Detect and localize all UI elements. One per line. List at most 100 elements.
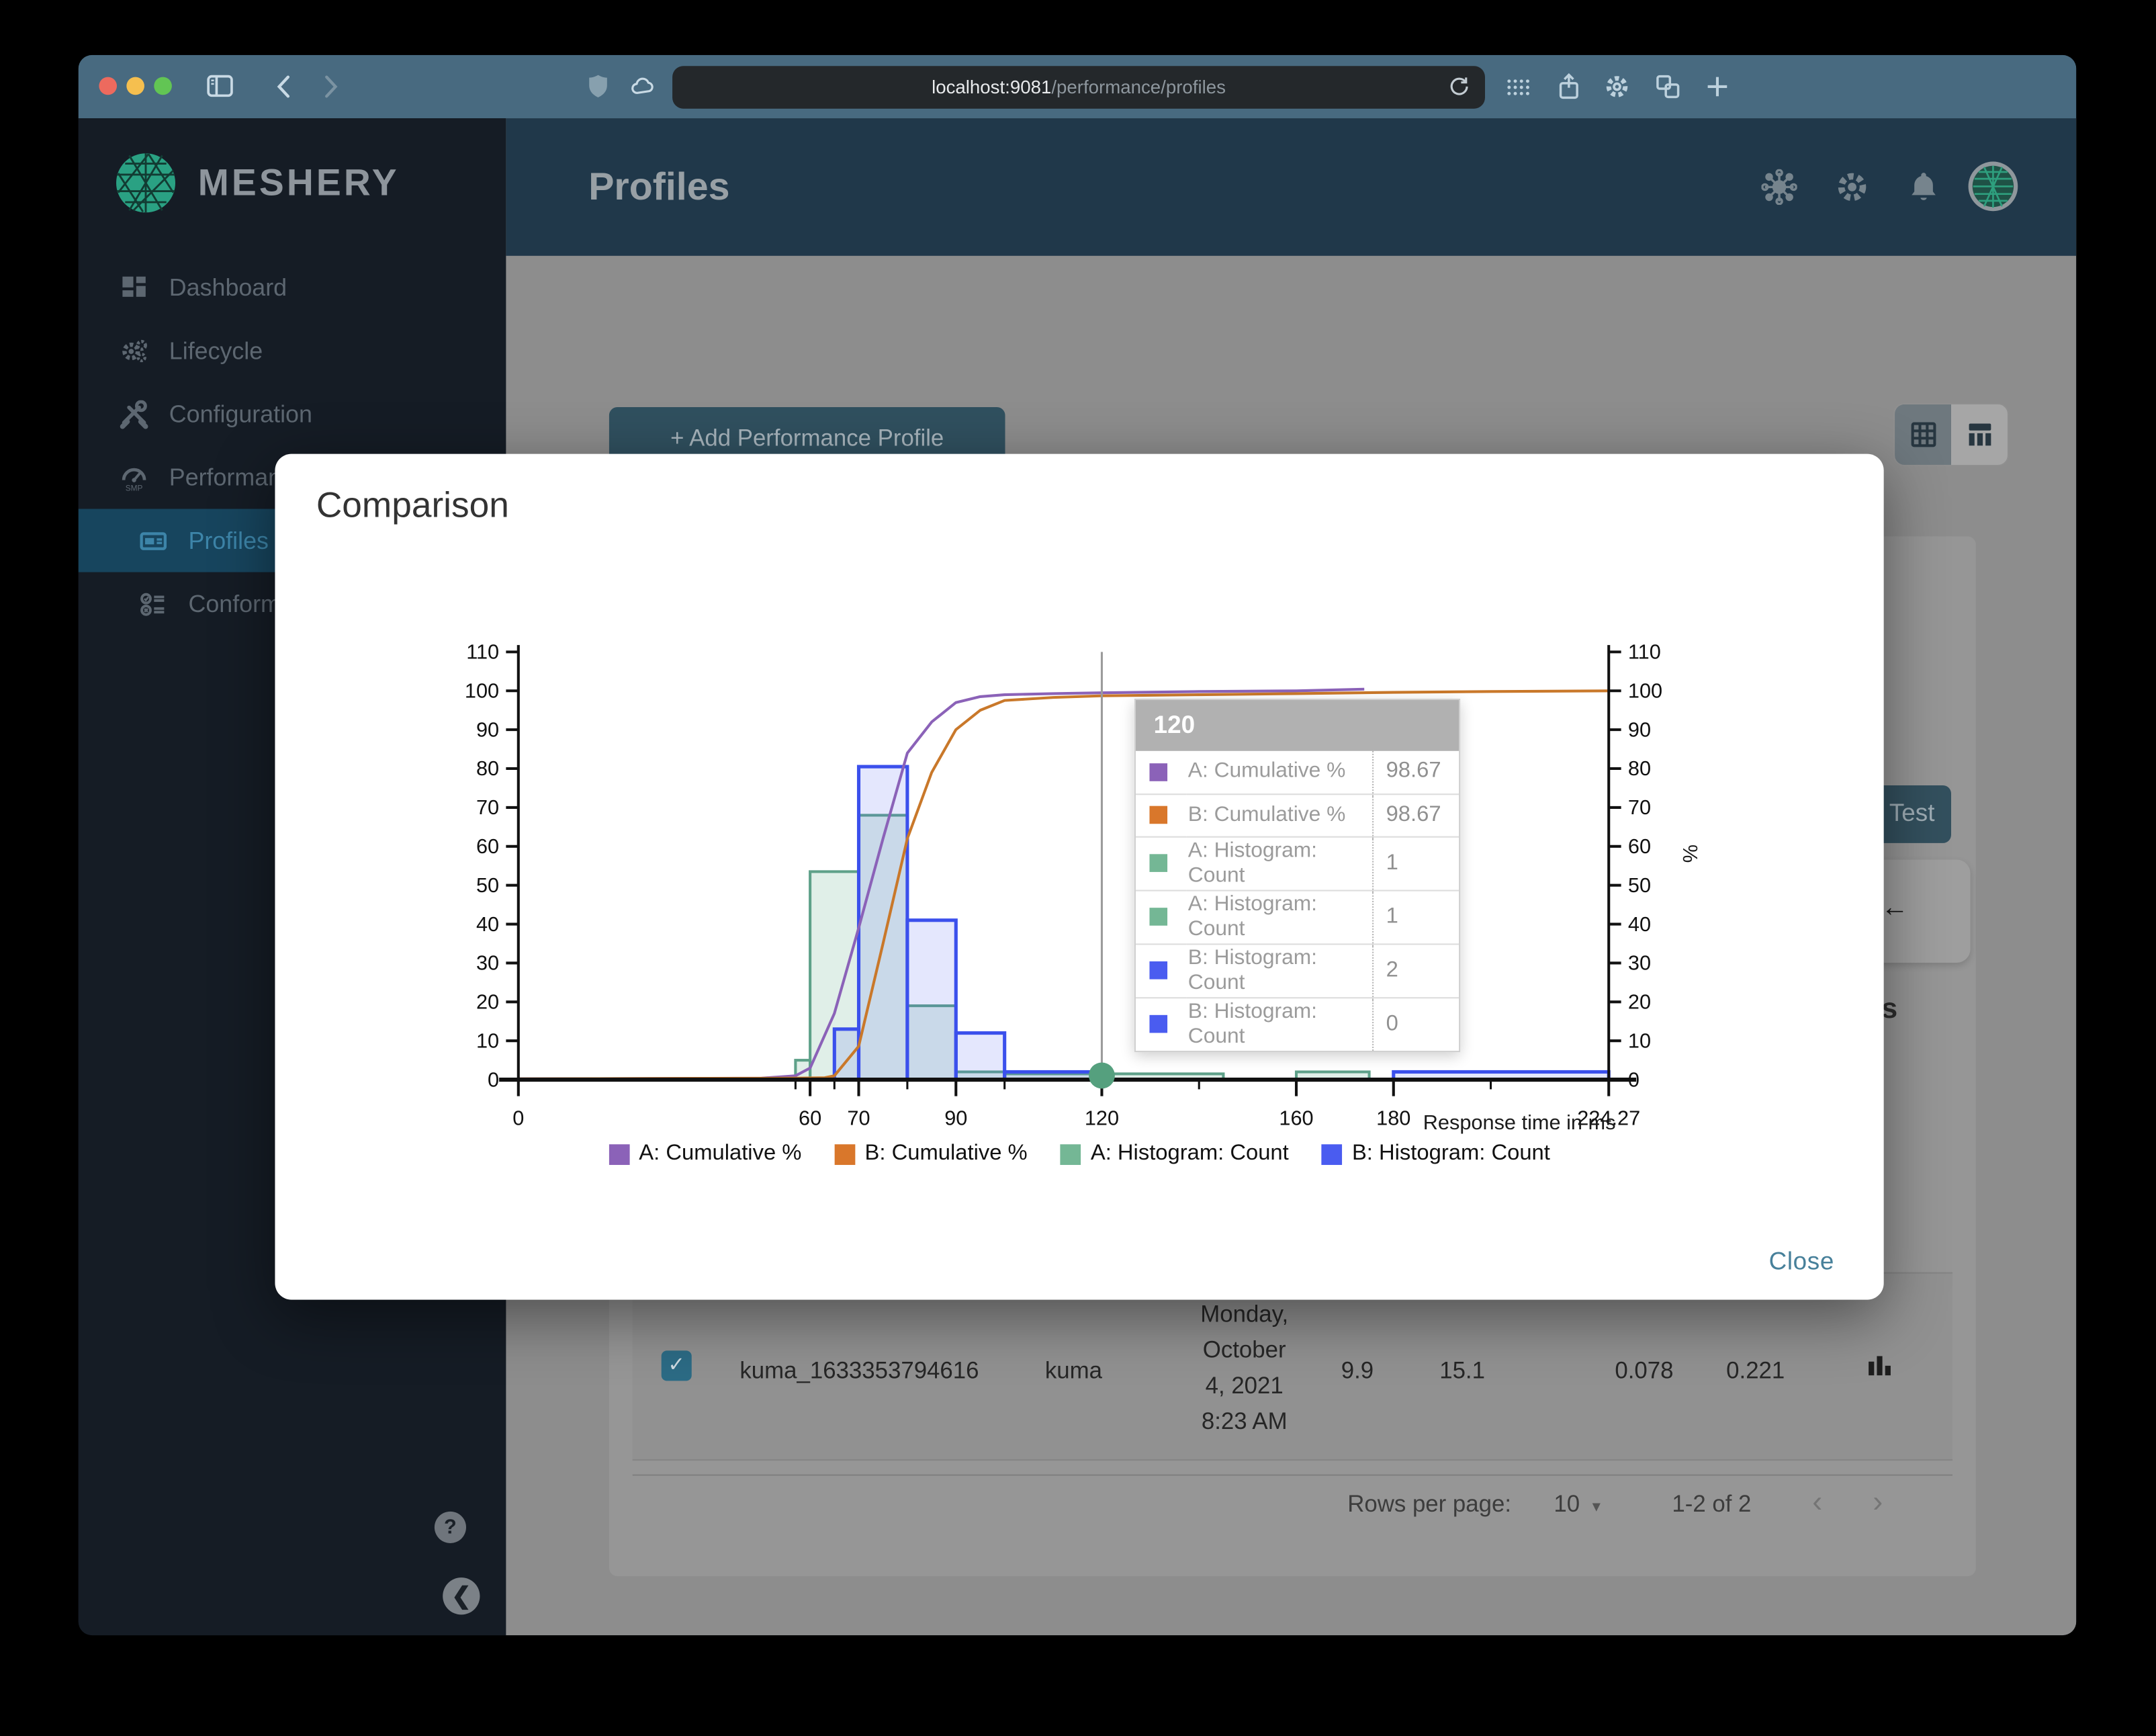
table-footer-divider: [632, 1474, 1953, 1476]
avatar[interactable]: [1968, 161, 2019, 212]
legend-swatch: [609, 1143, 629, 1164]
legend-label: B: Histogram: Count: [1351, 1141, 1550, 1165]
legend-label: A: Cumulative %: [639, 1141, 802, 1165]
svg-text:90: 90: [1628, 718, 1651, 741]
tooltip-row: B: Histogram: Count 2: [1135, 943, 1459, 998]
new-tab-icon[interactable]: [1703, 73, 1731, 101]
svg-text:10: 10: [1628, 1029, 1651, 1052]
cumulative-line: [518, 687, 1365, 1080]
svg-text:80: 80: [1628, 756, 1651, 780]
tooltip-row: B: Histogram: Count 0: [1135, 996, 1459, 1051]
table-view-icon: [1968, 423, 1991, 446]
share-icon[interactable]: [1555, 73, 1582, 101]
svg-text:0: 0: [488, 1068, 499, 1091]
legend-item[interactable]: A: Histogram: Count: [1060, 1141, 1289, 1166]
tooltip-header: 120: [1135, 700, 1459, 751]
legend-item[interactable]: B: Histogram: Count: [1321, 1141, 1550, 1166]
sidebar-item-dashboard[interactable]: Dashboard: [79, 256, 506, 319]
svg-text:90: 90: [476, 718, 499, 741]
series-swatch: [1149, 908, 1168, 926]
tooltip-row: A: Cumulative % 98.67: [1136, 750, 1459, 794]
url-host: localhost:9081: [932, 77, 1052, 98]
sidebar-toggle-icon[interactable]: [206, 73, 234, 101]
row-checkbox[interactable]: ✓: [661, 1350, 692, 1381]
qps-value: 9.9: [1341, 1357, 1374, 1384]
tooltip-series-label: B: Histogram: Count: [1186, 943, 1374, 998]
url-bar[interactable]: localhost:9081/performance/profiles: [672, 66, 1485, 109]
help-button[interactable]: ?: [434, 1511, 467, 1543]
cloud-icon[interactable]: [630, 73, 658, 101]
svg-text:60: 60: [1628, 834, 1651, 858]
profile-name: kuma_1633353794616: [739, 1357, 979, 1384]
view-toggle: [1893, 402, 2009, 467]
legend-item[interactable]: A: Cumulative %: [609, 1141, 801, 1166]
histogram-bar: [954, 1031, 1007, 1082]
legend-item[interactable]: B: Cumulative %: [834, 1141, 1028, 1166]
svg-text:70: 70: [1628, 795, 1651, 819]
p50-value: 0.078: [1615, 1357, 1674, 1384]
legend-swatch: [1321, 1143, 1343, 1164]
brand[interactable]: MESHERY: [114, 151, 400, 214]
close-button[interactable]: Close: [1760, 1246, 1842, 1278]
svg-text:30: 30: [476, 951, 499, 975]
tooltip-series-label: B: Cumulative %: [1186, 793, 1374, 836]
duration-value: 15.1: [1439, 1357, 1485, 1384]
tooltip-series-value: 2: [1372, 943, 1459, 998]
legend-label: B: Cumulative %: [864, 1141, 1028, 1165]
back-arrow-icon[interactable]: ←: [1881, 892, 1909, 923]
sidebar-item-configuration[interactable]: Configuration: [79, 382, 506, 445]
rows-per-page-select[interactable]: 10: [1554, 1491, 1580, 1518]
svg-text:0: 0: [1628, 1068, 1640, 1091]
chevron-down-icon: ▾: [1592, 1496, 1601, 1516]
tab-overview-icon[interactable]: [1504, 73, 1532, 101]
tooltip-series-label: A: Histogram: Count: [1186, 835, 1374, 890]
run-date: Monday, October 4, 2021 8:23 AM: [1200, 1301, 1289, 1435]
next-page-icon[interactable]: ›: [1873, 1483, 1883, 1519]
back-icon[interactable]: [271, 73, 298, 101]
previous-page-icon[interactable]: ‹: [1812, 1483, 1823, 1519]
settings-gear-icon[interactable]: [1603, 73, 1631, 101]
series-swatch: [1149, 806, 1168, 824]
y-axis-label-right: %: [1677, 844, 1701, 863]
meshery-logo-icon: [116, 153, 176, 213]
tooltip-series-value: 0: [1372, 996, 1459, 1051]
table-row[interactable]: ✓ kuma_1633353794616 kuma Monday, Octobe…: [632, 1272, 1953, 1461]
hub-icon[interactable]: [1761, 169, 1798, 206]
app-header: Profiles: [506, 118, 2077, 256]
svg-text:110: 110: [1628, 640, 1661, 664]
svg-text:40: 40: [1628, 912, 1651, 936]
bar-chart-icon[interactable]: [1865, 1350, 1895, 1381]
tooltip-row: A: Histogram: Count 1: [1135, 889, 1459, 944]
table-view-button[interactable]: [1951, 404, 2008, 465]
sidebar-item-lifecycle[interactable]: Lifecycle: [79, 319, 506, 382]
close-window-button[interactable]: [99, 77, 118, 95]
cumulative-line: [518, 689, 1609, 1080]
comparison-modal: Comparison 0 0 10 10 20 20 30 30 40 40 50 50 60 60 70 7…: [275, 453, 1884, 1300]
gear-icon[interactable]: [1834, 169, 1870, 205]
bell-icon[interactable]: [1905, 169, 1941, 205]
svg-text:80: 80: [476, 756, 499, 780]
maximize-window-button[interactable]: [154, 77, 172, 95]
shield-icon[interactable]: [584, 73, 612, 101]
tab-groups-icon[interactable]: [1654, 73, 1682, 101]
rows-per-page-label: Rows per page:: [1347, 1491, 1512, 1518]
svg-text:50: 50: [1628, 873, 1651, 897]
profiles-icon: [139, 526, 168, 555]
legend-label: A: Histogram: Count: [1090, 1141, 1289, 1165]
svg-text:90: 90: [944, 1106, 967, 1130]
chart-tooltip: 120 A: Cumulative % 98.67 B: Cumulative % 9…: [1134, 698, 1461, 1052]
grid-view-button[interactable]: [1895, 404, 1951, 465]
series-swatch: [1149, 961, 1168, 980]
histogram-bar: [905, 918, 958, 1082]
collapse-sidebar-button[interactable]: ❮: [443, 1577, 480, 1615]
sidebar-item-label: Configuration: [169, 399, 312, 427]
minimize-window-button[interactable]: [126, 77, 144, 95]
forward-icon[interactable]: [316, 73, 344, 101]
dashboard-icon: [120, 273, 148, 302]
tooltip-row: B: Cumulative % 98.67: [1135, 793, 1459, 836]
reload-icon[interactable]: [1447, 75, 1472, 99]
grid-view-icon: [1910, 422, 1936, 447]
svg-text:SMP: SMP: [126, 483, 143, 492]
url-path: /performance/profiles: [1051, 77, 1226, 98]
